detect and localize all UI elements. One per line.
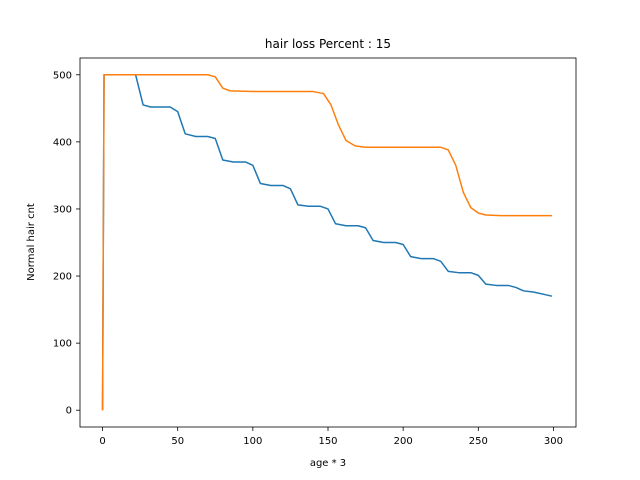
x-tick-label: 300 — [544, 436, 563, 447]
x-tick-label: 250 — [469, 436, 488, 447]
x-tick-label: 100 — [243, 436, 262, 447]
y-tick-label: 300 — [53, 204, 72, 215]
x-tick-label: 0 — [99, 436, 105, 447]
y-axis-label: Normal hair cnt — [26, 203, 37, 281]
y-tick-label: 100 — [53, 339, 72, 350]
y-tick-label: 400 — [53, 137, 72, 148]
y-tick-label: 0 — [66, 406, 72, 417]
series-line-2 — [101, 74, 552, 411]
chart-title: hair loss Percent : 15 — [265, 37, 391, 51]
x-tick-label: 150 — [318, 436, 337, 447]
x-axis: 0 50 100 150 200 250 300 — [99, 427, 563, 447]
x-axis-label: age * 3 — [310, 458, 346, 469]
y-tick-label: 500 — [53, 70, 72, 81]
series-line-1 — [101, 74, 553, 411]
y-axis: 0 100 200 300 400 500 — [53, 70, 80, 417]
plot-frame — [79, 57, 577, 428]
x-tick-label: 50 — [171, 436, 184, 447]
plot-lines — [101, 74, 553, 411]
y-tick-label: 200 — [53, 272, 72, 283]
x-tick-label: 200 — [394, 436, 413, 447]
